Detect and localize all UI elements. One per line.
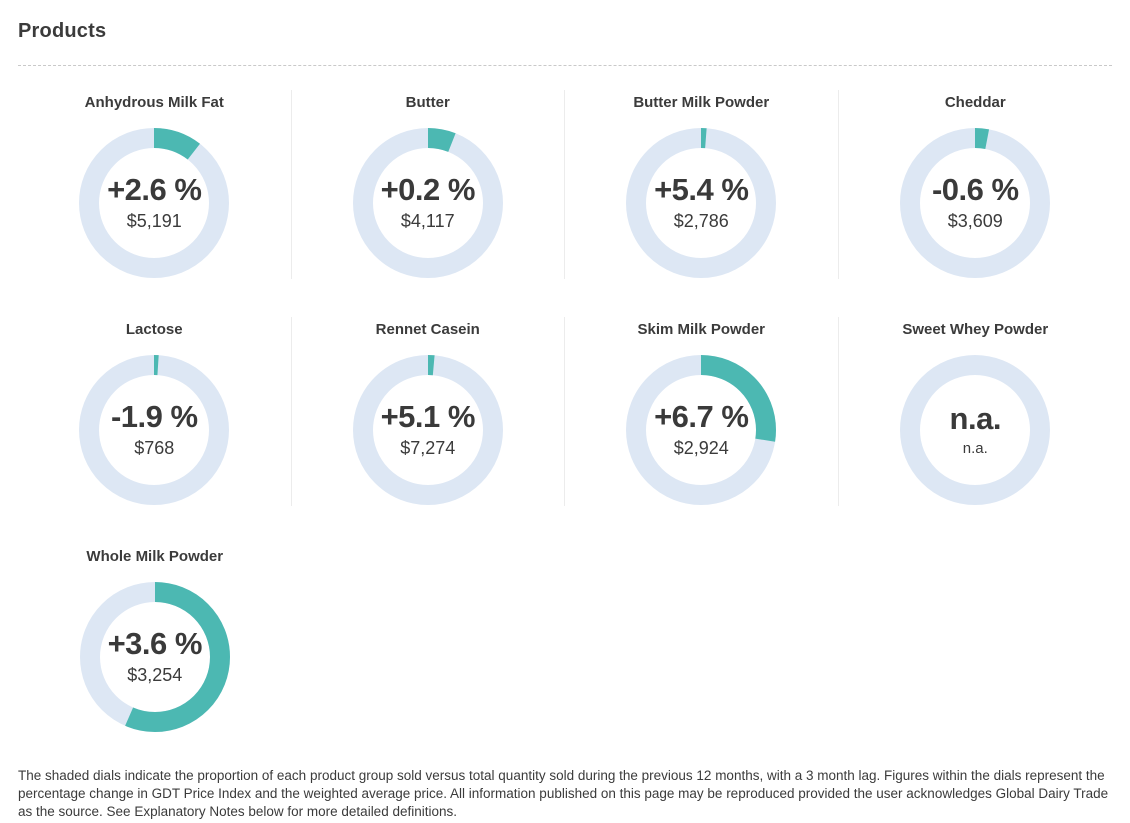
product-name: Skim Milk Powder	[637, 321, 766, 338]
weighted-average-price: $3,609	[947, 210, 1003, 231]
dial-ring-svg	[79, 128, 230, 278]
dial-ring-svg	[900, 355, 1051, 505]
product-dial-cell: Skim Milk Powder +6.7 % $2,924	[565, 317, 839, 506]
dial-share-arc	[626, 128, 777, 278]
product-name: Butter	[405, 94, 450, 111]
product-name: Cheddar	[944, 94, 1006, 111]
price-index-change: -1.9 %	[110, 399, 198, 435]
product-name: Sweet Whey Powder	[902, 321, 1049, 338]
weighted-average-price: $4,117	[400, 210, 455, 231]
dial-ring-svg	[352, 128, 503, 278]
dial-ring-svg	[79, 355, 230, 505]
product-name: Rennet Casein	[375, 321, 480, 338]
product-dial-cell: Sweet Whey Powder n.a. n.a.	[839, 317, 1113, 506]
price-index-change: -0.6 %	[931, 172, 1019, 208]
dial-share-arc	[352, 355, 503, 505]
title-divider	[18, 65, 1112, 66]
product-dial-cell: Butter +0.2 % $4,117	[292, 90, 565, 279]
dial-text-overlay: -1.9 % $768	[78, 354, 230, 506]
dial-share-arc	[79, 128, 230, 278]
product-dial-cell: Whole Milk Powder +3.6 % $3,254	[18, 544, 292, 733]
dial-ring-svg	[352, 355, 503, 505]
product-dial-chart: n.a. n.a.	[899, 354, 1051, 506]
dial-text-overlay: n.a. n.a.	[899, 354, 1051, 506]
footnote-text: The shaded dials indicate the proportion…	[18, 768, 1109, 820]
product-name: Butter Milk Powder	[633, 94, 770, 111]
product-dial-cell: Rennet Casein +5.1 % $7,274	[292, 317, 565, 506]
product-dial-chart: +0.2 % $4,117	[352, 127, 504, 279]
dial-text-overlay: +5.4 % $2,786	[625, 127, 777, 279]
product-dial-chart: +5.1 % $7,274	[352, 354, 504, 506]
dial-ring-svg	[79, 582, 230, 732]
product-dial-cell: Lactose -1.9 % $768	[18, 317, 292, 506]
weighted-average-price: $7,274	[400, 437, 456, 458]
dial-text-overlay: +2.6 % $5,191	[78, 127, 230, 279]
dial-ring-svg	[626, 355, 777, 505]
dial-text-overlay: +0.2 % $4,117	[352, 127, 504, 279]
products-grid: Anhydrous Milk Fat +2.6 % $5,191 Butter +0.2…	[18, 90, 1112, 733]
dial-ring-svg	[900, 128, 1051, 278]
dial-text-overlay: +3.6 % $3,254	[79, 581, 231, 733]
weighted-average-price: n.a.	[962, 439, 988, 457]
price-index-change: +2.6 %	[107, 172, 202, 208]
weighted-average-price: $768	[134, 437, 175, 458]
page-title: Products	[18, 20, 107, 42]
price-index-change: +0.2 %	[380, 172, 476, 208]
dial-text-overlay: -0.6 % $3,609	[899, 127, 1051, 279]
product-dial-cell: Cheddar -0.6 % $3,609	[839, 90, 1113, 279]
dial-text-overlay: +5.1 % $7,274	[352, 354, 504, 506]
price-index-change: n.a.	[949, 401, 1002, 437]
weighted-average-price: $2,786	[673, 210, 729, 231]
dial-text-overlay: +6.7 % $2,924	[625, 354, 777, 506]
dial-share-arc	[79, 582, 230, 732]
product-dial-chart: -0.6 % $3,609	[899, 127, 1051, 279]
product-dial-chart: +2.6 % $5,191	[78, 127, 230, 279]
product-dial-chart: +6.7 % $2,924	[625, 354, 777, 506]
product-dial-cell: Anhydrous Milk Fat +2.6 % $5,191	[18, 90, 292, 279]
weighted-average-price: $2,924	[673, 437, 729, 458]
price-index-change: +3.6 %	[107, 626, 203, 662]
product-dial-chart: -1.9 % $768	[78, 354, 230, 506]
price-index-change: +5.1 %	[380, 399, 476, 435]
product-dial-chart: +5.4 % $2,786	[625, 127, 777, 279]
dial-share-arc	[352, 128, 503, 278]
price-index-change: +5.4 %	[654, 172, 749, 208]
weighted-average-price: $5,191	[126, 210, 182, 231]
dial-background-ring	[900, 355, 1051, 505]
product-dial-cell: Butter Milk Powder +5.4 % $2,786	[565, 90, 839, 279]
dial-share-arc	[79, 355, 230, 505]
product-name: Anhydrous Milk Fat	[84, 94, 224, 111]
product-name: Lactose	[125, 321, 183, 338]
product-name: Whole Milk Powder	[86, 548, 224, 565]
weighted-average-price: $3,254	[127, 664, 183, 685]
product-dial-chart: +3.6 % $3,254	[79, 581, 231, 733]
dial-share-arc	[900, 128, 1051, 278]
price-index-change: +6.7 %	[654, 399, 749, 435]
dial-ring-svg	[626, 128, 777, 278]
dial-share-arc	[626, 355, 777, 505]
